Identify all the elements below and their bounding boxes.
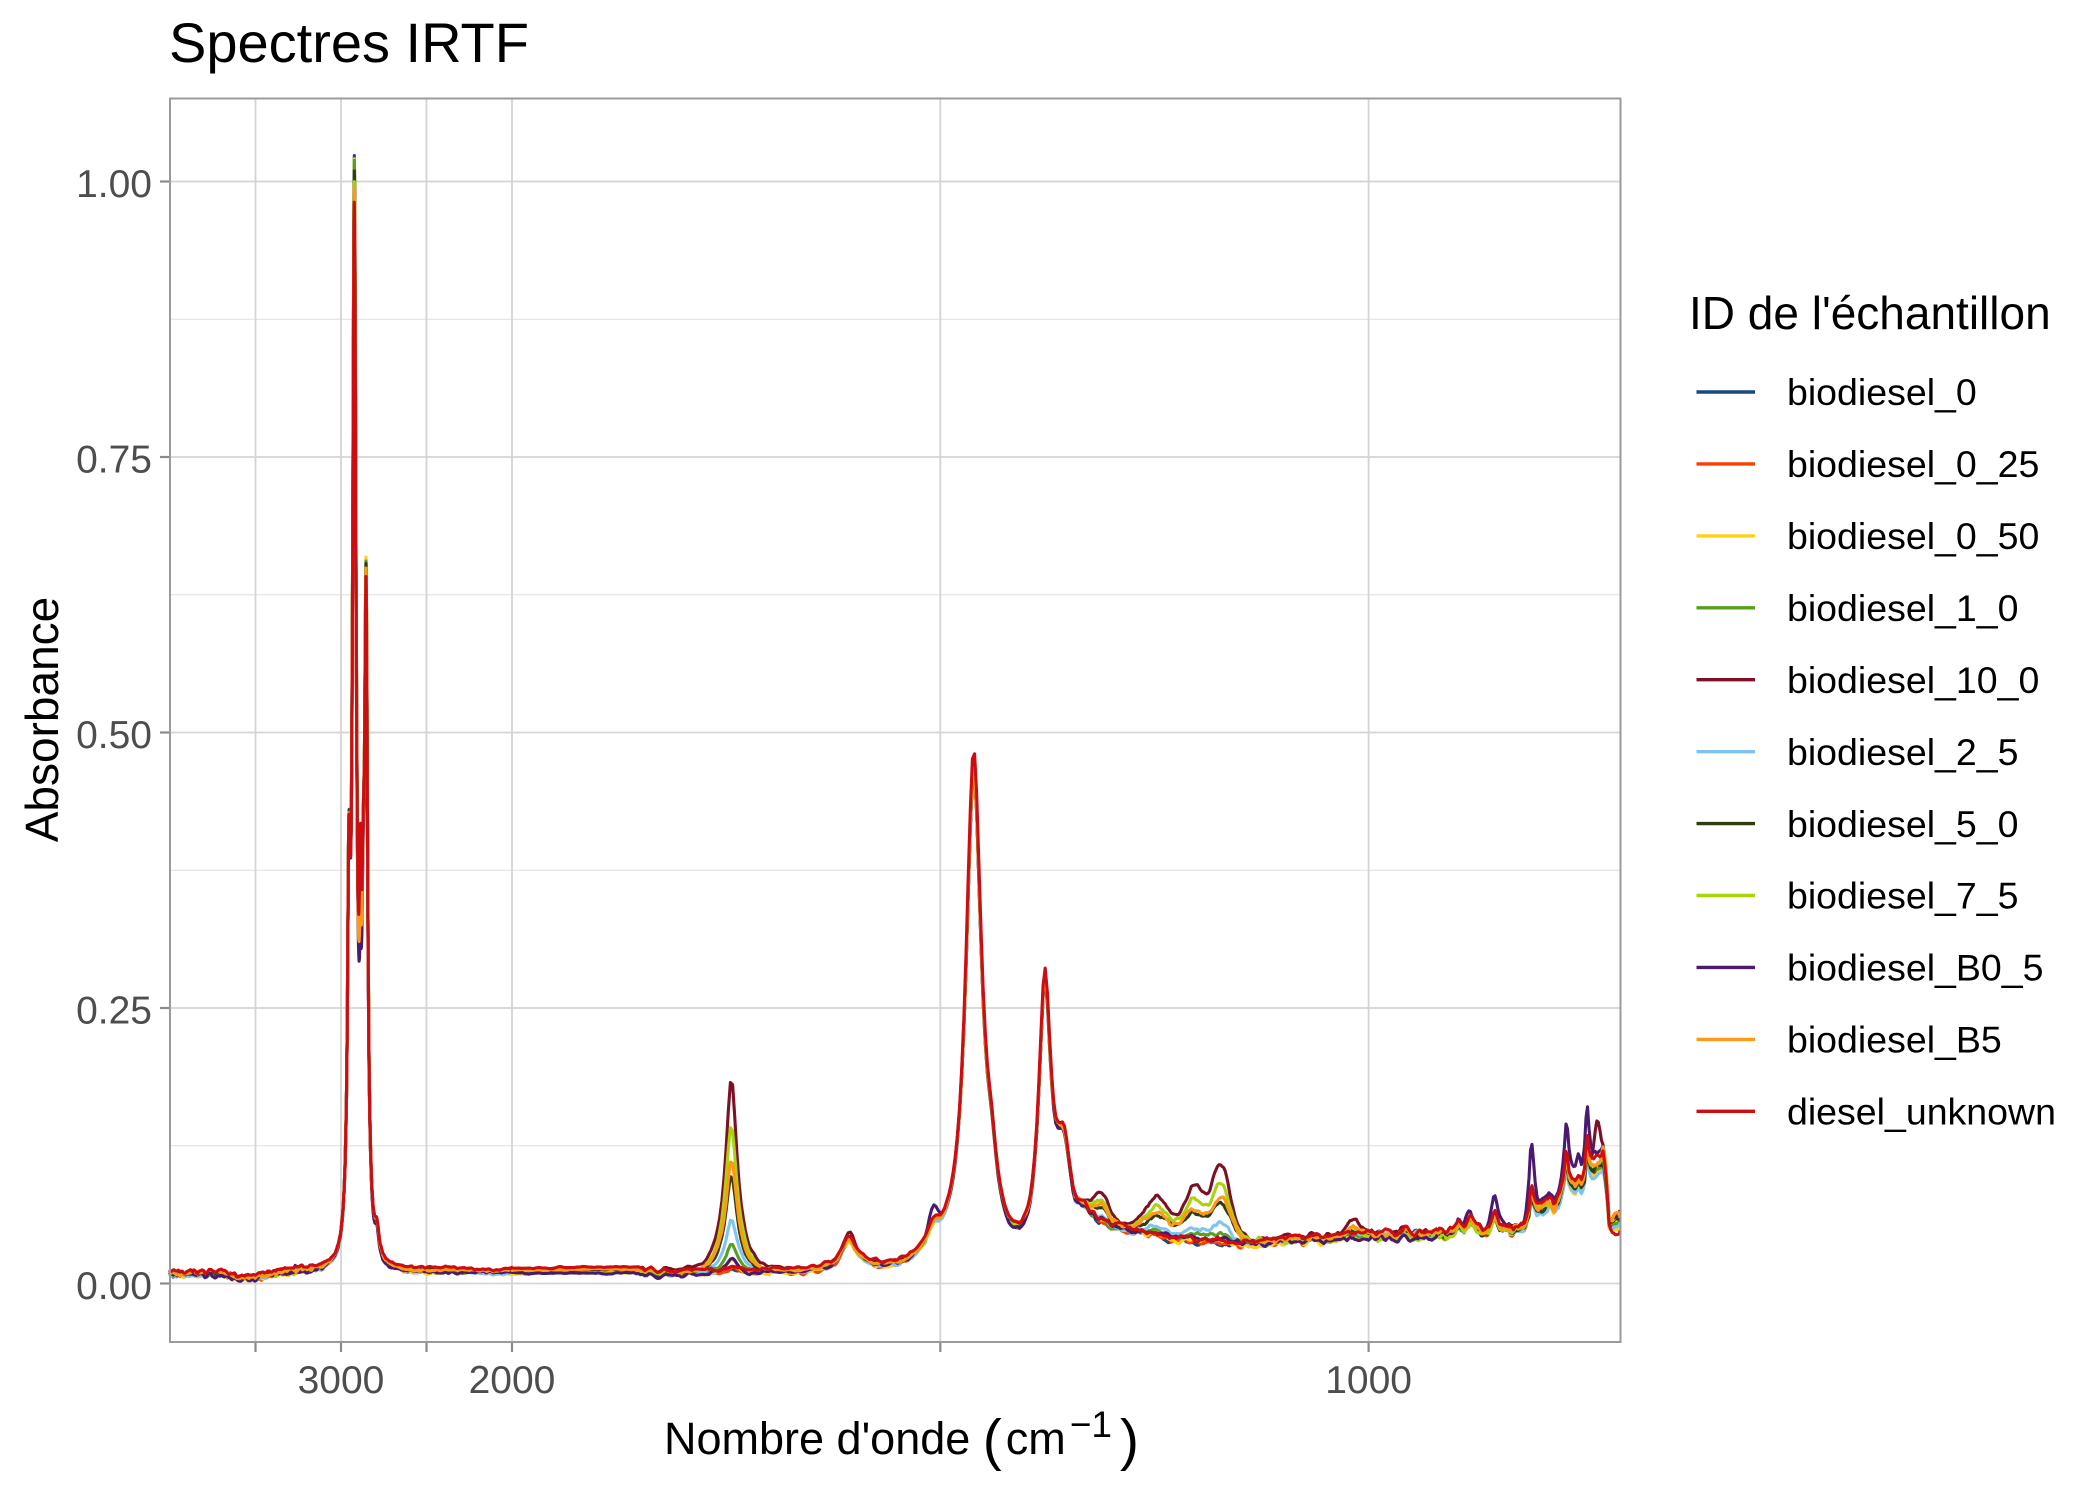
svg-text:1000: 1000	[1325, 1359, 1412, 1402]
svg-text:0.50: 0.50	[76, 714, 152, 757]
svg-text:0.00: 0.00	[76, 1265, 152, 1308]
svg-text:biodiesel_0_25: biodiesel_0_25	[1787, 443, 2039, 485]
svg-text:biodiesel_10_0: biodiesel_10_0	[1787, 659, 2039, 701]
svg-text:Absorbance: Absorbance	[16, 597, 68, 843]
svg-text:biodiesel_0: biodiesel_0	[1787, 371, 1977, 413]
svg-text:biodiesel_1_0: biodiesel_1_0	[1787, 587, 2018, 629]
svg-text:biodiesel_2_5: biodiesel_2_5	[1787, 731, 2018, 773]
svg-text:ID de l'échantillon: ID de l'échantillon	[1689, 287, 2051, 339]
svg-text:1.00: 1.00	[76, 163, 152, 206]
svg-text:biodiesel_7_5: biodiesel_7_5	[1787, 875, 2018, 917]
svg-text:diesel_unknown: diesel_unknown	[1787, 1091, 2056, 1133]
svg-text:3000: 3000	[298, 1359, 385, 1402]
svg-text:Spectres IRTF: Spectres IRTF	[169, 11, 529, 74]
svg-text:biodiesel_5_0: biodiesel_5_0	[1787, 803, 2018, 845]
svg-text:biodiesel_B0_5: biodiesel_B0_5	[1787, 947, 2043, 989]
svg-text:Nombre d'onde (cm−1): Nombre d'onde (cm −1)	[664, 1404, 1139, 1472]
svg-text:biodiesel_0_50: biodiesel_0_50	[1787, 515, 2039, 557]
svg-text:biodiesel_B5: biodiesel_B5	[1787, 1019, 2002, 1061]
svg-text:0.75: 0.75	[76, 439, 152, 482]
svg-text:0.25: 0.25	[76, 990, 152, 1033]
svg-text:2000: 2000	[469, 1359, 556, 1402]
